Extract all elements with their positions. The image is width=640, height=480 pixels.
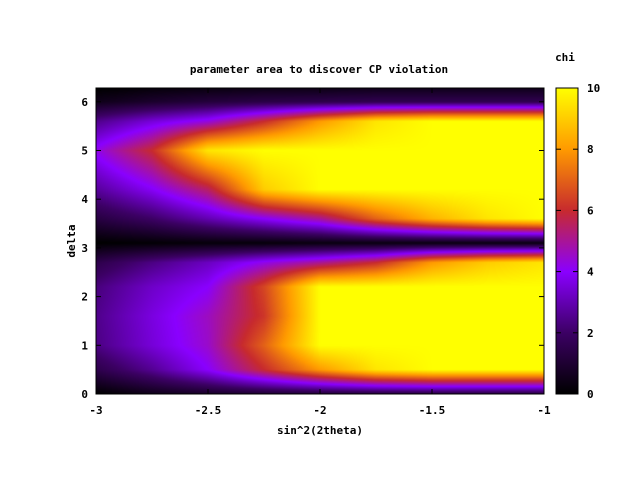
x-tick-label: -3	[89, 404, 102, 417]
colorbar-ticks: 0 2 4 6 8 10	[556, 82, 600, 401]
colorbar	[555, 87, 579, 395]
y-axis-ticks: 0 1 2 3 4 5 6	[81, 96, 544, 401]
x-tick-label: -1.5	[419, 404, 446, 417]
y-tick-label: 4	[81, 193, 88, 206]
x-tick-label: -2.5	[195, 404, 222, 417]
x-tick-label: -2	[313, 404, 326, 417]
y-tick-label: 1	[81, 339, 88, 352]
x-tick-label: -1	[537, 404, 551, 417]
y-tick-label: 6	[81, 96, 88, 109]
y-axis-label: delta	[65, 224, 78, 257]
chart-title: parameter area to discover CP violation	[190, 63, 448, 76]
y-tick-label: 2	[81, 291, 88, 304]
x-axis-ticks: -3 -2.5 -2 -1.5 -1	[89, 88, 551, 417]
colorbar-tick-label: 10	[587, 82, 600, 95]
colorbar-tick-label: 6	[587, 204, 594, 217]
colorbar-tick-label: 4	[587, 266, 594, 279]
heatmap-surface	[96, 88, 544, 394]
colorbar-label: chi	[555, 51, 575, 64]
x-axis-label: sin^2(2theta)	[277, 424, 363, 437]
colorbar-tick-label: 2	[587, 327, 594, 340]
y-tick-label: 5	[81, 144, 88, 157]
y-tick-label: 0	[81, 388, 88, 401]
colorbar-tick-label: 8	[587, 143, 594, 156]
colorbar-tick-label: 0	[587, 388, 594, 401]
y-tick-label: 3	[81, 242, 88, 255]
